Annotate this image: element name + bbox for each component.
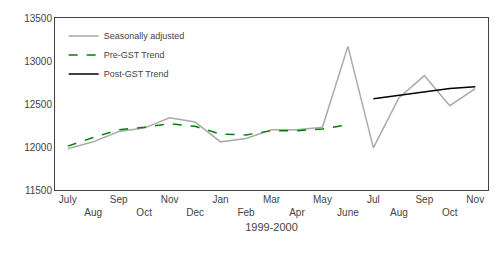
svg-text:Pre-GST Trend: Pre-GST Trend bbox=[104, 50, 165, 60]
svg-text:Mar: Mar bbox=[263, 194, 281, 205]
svg-text:Nov: Nov bbox=[161, 194, 179, 205]
svg-text:12000: 12000 bbox=[24, 142, 52, 153]
svg-text:Nov: Nov bbox=[466, 194, 484, 205]
svg-text:Dec: Dec bbox=[186, 207, 204, 218]
svg-text:13500: 13500 bbox=[24, 13, 52, 24]
svg-text:Apr: Apr bbox=[289, 207, 305, 218]
svg-text:Post-GST Trend: Post-GST Trend bbox=[104, 69, 169, 79]
svg-text:Sep: Sep bbox=[415, 194, 433, 205]
svg-text:Oct: Oct bbox=[442, 207, 458, 218]
svg-text:Sep: Sep bbox=[110, 194, 128, 205]
svg-text:Aug: Aug bbox=[84, 207, 102, 218]
svg-text:Oct: Oct bbox=[136, 207, 152, 218]
svg-text:13000: 13000 bbox=[24, 56, 52, 67]
svg-text:May: May bbox=[313, 194, 332, 205]
svg-text:Seasonally adjusted: Seasonally adjusted bbox=[104, 31, 185, 41]
svg-text:Feb: Feb bbox=[237, 207, 255, 218]
svg-text:June: June bbox=[337, 207, 359, 218]
svg-text:12500: 12500 bbox=[24, 99, 52, 110]
svg-text:11500: 11500 bbox=[25, 185, 53, 196]
svg-text:Jan: Jan bbox=[212, 194, 228, 205]
svg-text:1999-2000: 1999-2000 bbox=[245, 221, 298, 233]
svg-text:Jul: Jul bbox=[367, 194, 380, 205]
svg-text:July: July bbox=[59, 194, 77, 205]
svg-text:Aug: Aug bbox=[390, 207, 408, 218]
